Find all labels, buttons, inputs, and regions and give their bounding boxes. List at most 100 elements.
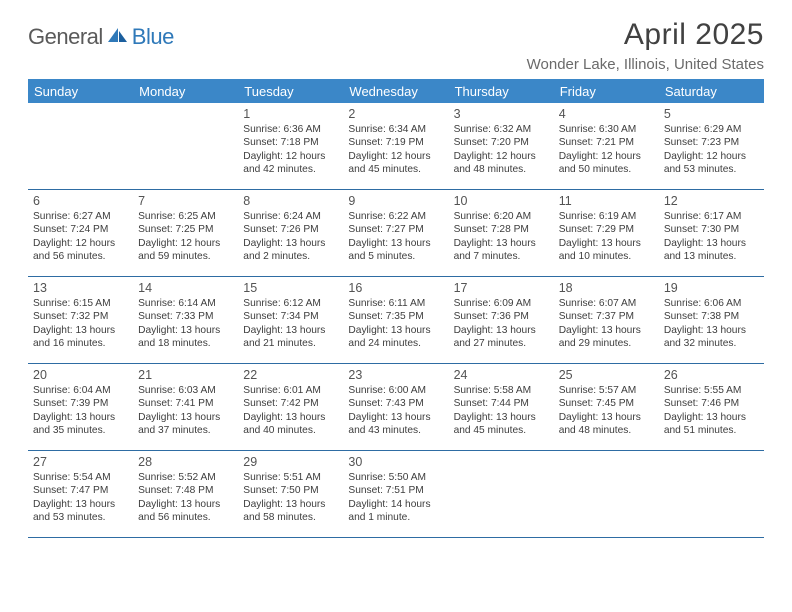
sunset-line: Sunset: 7:45 PM — [559, 397, 654, 410]
daylight-line-1: Daylight: 13 hours — [664, 324, 759, 337]
daylight-line-2: and 29 minutes. — [559, 337, 654, 350]
sunrise-line: Sunrise: 6:04 AM — [33, 384, 128, 397]
daylight-line-2: and 53 minutes. — [664, 163, 759, 176]
calendar-cell: 10Sunrise: 6:20 AMSunset: 7:28 PMDayligh… — [449, 190, 554, 276]
day-number: 2 — [348, 107, 443, 121]
daylight-line-2: and 5 minutes. — [348, 250, 443, 263]
sunset-line: Sunset: 7:21 PM — [559, 136, 654, 149]
sunrise-line: Sunrise: 5:50 AM — [348, 471, 443, 484]
sunrise-line: Sunrise: 6:00 AM — [348, 384, 443, 397]
day-number: 3 — [454, 107, 549, 121]
daylight-line-1: Daylight: 13 hours — [559, 324, 654, 337]
sunrise-line: Sunrise: 6:07 AM — [559, 297, 654, 310]
calendar-cell: 24Sunrise: 5:58 AMSunset: 7:44 PMDayligh… — [449, 364, 554, 450]
day-number: 7 — [138, 194, 233, 208]
sunrise-line: Sunrise: 6:11 AM — [348, 297, 443, 310]
day-number: 16 — [348, 281, 443, 295]
sunrise-line: Sunrise: 6:15 AM — [33, 297, 128, 310]
calendar-cell: 5Sunrise: 6:29 AMSunset: 7:23 PMDaylight… — [659, 103, 764, 189]
daylight-line-1: Daylight: 13 hours — [454, 324, 549, 337]
sunset-line: Sunset: 7:18 PM — [243, 136, 338, 149]
sunrise-line: Sunrise: 6:12 AM — [243, 297, 338, 310]
calendar-cell: 1Sunrise: 6:36 AMSunset: 7:18 PMDaylight… — [238, 103, 343, 189]
sunrise-line: Sunrise: 6:14 AM — [138, 297, 233, 310]
sunset-line: Sunset: 7:38 PM — [664, 310, 759, 323]
daylight-line-2: and 51 minutes. — [664, 424, 759, 437]
day-number: 22 — [243, 368, 338, 382]
daylight-line-1: Daylight: 13 hours — [454, 411, 549, 424]
daylight-line-2: and 7 minutes. — [454, 250, 549, 263]
calendar-cell: 17Sunrise: 6:09 AMSunset: 7:36 PMDayligh… — [449, 277, 554, 363]
daylight-line-2: and 53 minutes. — [33, 511, 128, 524]
sunrise-line: Sunrise: 5:52 AM — [138, 471, 233, 484]
page-subtitle: Wonder Lake, Illinois, United States — [527, 56, 764, 73]
daylight-line-1: Daylight: 13 hours — [243, 324, 338, 337]
sunrise-line: Sunrise: 6:30 AM — [559, 123, 654, 136]
calendar-cell: 30Sunrise: 5:50 AMSunset: 7:51 PMDayligh… — [343, 451, 448, 537]
day-of-week-header: Sunday Monday Tuesday Wednesday Thursday… — [28, 79, 764, 103]
day-number: 18 — [559, 281, 654, 295]
calendar-cell: 3Sunrise: 6:32 AMSunset: 7:20 PMDaylight… — [449, 103, 554, 189]
daylight-line-1: Daylight: 12 hours — [138, 237, 233, 250]
day-number: 21 — [138, 368, 233, 382]
sunset-line: Sunset: 7:29 PM — [559, 223, 654, 236]
dow-tuesday: Tuesday — [238, 79, 343, 103]
daylight-line-1: Daylight: 13 hours — [454, 237, 549, 250]
day-number: 30 — [348, 455, 443, 469]
calendar-cell: 23Sunrise: 6:00 AMSunset: 7:43 PMDayligh… — [343, 364, 448, 450]
calendar-cell: 15Sunrise: 6:12 AMSunset: 7:34 PMDayligh… — [238, 277, 343, 363]
calendar-cell: 27Sunrise: 5:54 AMSunset: 7:47 PMDayligh… — [28, 451, 133, 537]
day-number: 11 — [559, 194, 654, 208]
daylight-line-1: Daylight: 12 hours — [664, 150, 759, 163]
calendar: Sunday Monday Tuesday Wednesday Thursday… — [28, 79, 764, 538]
page-title: April 2025 — [527, 18, 764, 52]
sunset-line: Sunset: 7:51 PM — [348, 484, 443, 497]
day-number: 23 — [348, 368, 443, 382]
calendar-cell: 14Sunrise: 6:14 AMSunset: 7:33 PMDayligh… — [133, 277, 238, 363]
sunrise-line: Sunrise: 6:29 AM — [664, 123, 759, 136]
daylight-line-2: and 42 minutes. — [243, 163, 338, 176]
sunset-line: Sunset: 7:26 PM — [243, 223, 338, 236]
sunrise-line: Sunrise: 5:51 AM — [243, 471, 338, 484]
dow-friday: Friday — [554, 79, 659, 103]
daylight-line-2: and 10 minutes. — [559, 250, 654, 263]
calendar-cell: 26Sunrise: 5:55 AMSunset: 7:46 PMDayligh… — [659, 364, 764, 450]
daylight-line-1: Daylight: 12 hours — [454, 150, 549, 163]
calendar-cell: 21Sunrise: 6:03 AMSunset: 7:41 PMDayligh… — [133, 364, 238, 450]
sunset-line: Sunset: 7:30 PM — [664, 223, 759, 236]
daylight-line-2: and 16 minutes. — [33, 337, 128, 350]
calendar-cell — [28, 103, 133, 189]
dow-thursday: Thursday — [449, 79, 554, 103]
daylight-line-2: and 43 minutes. — [348, 424, 443, 437]
sunrise-line: Sunrise: 6:36 AM — [243, 123, 338, 136]
day-number: 4 — [559, 107, 654, 121]
sunrise-line: Sunrise: 5:57 AM — [559, 384, 654, 397]
sunset-line: Sunset: 7:43 PM — [348, 397, 443, 410]
calendar-cell: 8Sunrise: 6:24 AMSunset: 7:26 PMDaylight… — [238, 190, 343, 276]
daylight-line-2: and 45 minutes. — [348, 163, 443, 176]
day-number: 14 — [138, 281, 233, 295]
daylight-line-2: and 59 minutes. — [138, 250, 233, 263]
sunset-line: Sunset: 7:39 PM — [33, 397, 128, 410]
daylight-line-2: and 37 minutes. — [138, 424, 233, 437]
daylight-line-1: Daylight: 12 hours — [243, 150, 338, 163]
daylight-line-1: Daylight: 13 hours — [664, 237, 759, 250]
day-number: 24 — [454, 368, 549, 382]
sunrise-line: Sunrise: 6:01 AM — [243, 384, 338, 397]
daylight-line-2: and 45 minutes. — [454, 424, 549, 437]
calendar-week: 27Sunrise: 5:54 AMSunset: 7:47 PMDayligh… — [28, 451, 764, 538]
sunset-line: Sunset: 7:47 PM — [33, 484, 128, 497]
day-number: 29 — [243, 455, 338, 469]
sunset-line: Sunset: 7:50 PM — [243, 484, 338, 497]
daylight-line-1: Daylight: 13 hours — [559, 411, 654, 424]
sunset-line: Sunset: 7:28 PM — [454, 223, 549, 236]
sunrise-line: Sunrise: 6:03 AM — [138, 384, 233, 397]
sunset-line: Sunset: 7:36 PM — [454, 310, 549, 323]
sunset-line: Sunset: 7:23 PM — [664, 136, 759, 149]
daylight-line-1: Daylight: 13 hours — [243, 411, 338, 424]
calendar-cell — [659, 451, 764, 537]
sunrise-line: Sunrise: 6:17 AM — [664, 210, 759, 223]
dow-saturday: Saturday — [659, 79, 764, 103]
sunset-line: Sunset: 7:34 PM — [243, 310, 338, 323]
sunrise-line: Sunrise: 6:09 AM — [454, 297, 549, 310]
